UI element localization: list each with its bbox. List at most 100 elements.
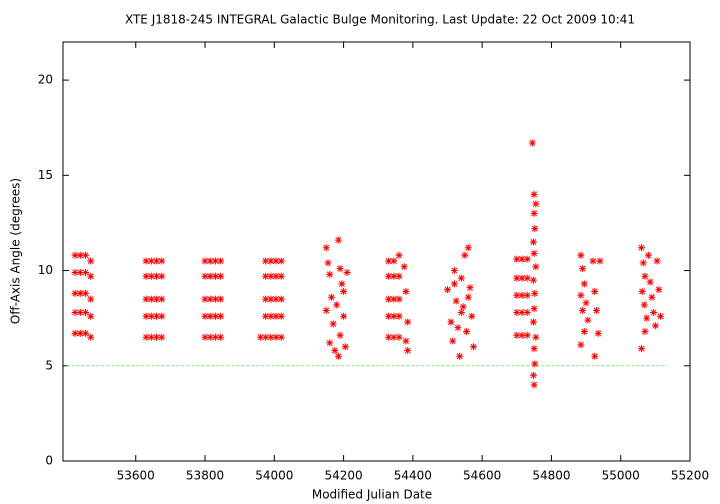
data-point	[530, 249, 538, 257]
data-point	[518, 308, 526, 316]
data-point	[580, 327, 588, 335]
data-point	[338, 280, 346, 288]
y-tick-label: 20	[38, 73, 53, 87]
data-point	[638, 244, 646, 252]
data-point	[456, 352, 464, 360]
data-point	[322, 244, 330, 252]
y-axis-label: Off-Axis Angle (degrees)	[9, 178, 23, 324]
data-point	[530, 209, 538, 217]
data-point	[334, 352, 342, 360]
data-point	[651, 322, 659, 330]
data-point	[463, 327, 471, 335]
data-point	[655, 286, 663, 294]
data-point	[591, 352, 599, 360]
data-point	[76, 329, 84, 337]
data-point	[272, 333, 280, 341]
data-point	[531, 360, 539, 368]
data-point	[277, 272, 285, 280]
data-point	[211, 333, 219, 341]
data-point	[518, 255, 526, 263]
data-point	[513, 274, 521, 282]
data-point	[206, 333, 214, 341]
data-point	[638, 345, 646, 353]
data-point	[532, 200, 540, 208]
data-point	[82, 308, 90, 316]
x-tick-label: 53800	[186, 469, 224, 483]
data-point	[530, 190, 538, 198]
data-point	[461, 251, 469, 259]
x-tick-label: 55200	[671, 469, 709, 483]
data-point	[529, 276, 537, 284]
data-point	[217, 312, 225, 320]
data-point	[385, 257, 393, 265]
data-point	[217, 333, 225, 341]
data-point	[153, 312, 161, 320]
data-point	[327, 293, 335, 301]
data-point	[340, 287, 348, 295]
data-point	[390, 272, 398, 280]
data-point	[444, 286, 452, 294]
x-tick-label: 54200	[324, 469, 362, 483]
data-point	[201, 272, 209, 280]
x-tick-label: 54800	[532, 469, 570, 483]
data-point	[532, 333, 540, 341]
data-point	[326, 339, 334, 347]
data-point	[71, 308, 79, 316]
data-point	[331, 347, 339, 355]
data-point	[158, 295, 166, 303]
data-point	[336, 265, 344, 273]
data-point	[450, 280, 458, 288]
data-point	[395, 333, 403, 341]
data-point	[579, 307, 587, 315]
data-point	[153, 333, 161, 341]
data-point	[262, 312, 270, 320]
data-point	[643, 314, 651, 322]
data-point	[158, 312, 166, 320]
data-point	[395, 251, 403, 259]
data-point	[469, 343, 477, 351]
y-tick-label: 5	[45, 358, 53, 372]
data-point	[147, 333, 155, 341]
data-point	[158, 272, 166, 280]
data-point	[71, 289, 79, 297]
data-point	[334, 236, 342, 244]
data-point	[329, 320, 337, 328]
chart-title: XTE J1818-245 INTEGRAL Galactic Bulge Mo…	[125, 13, 635, 27]
data-point	[277, 257, 285, 265]
data-point	[267, 333, 275, 341]
data-point	[158, 333, 166, 341]
data-point	[468, 312, 476, 320]
data-point	[577, 251, 585, 259]
data-point	[153, 295, 161, 303]
data-point	[457, 308, 465, 316]
data-point	[395, 295, 403, 303]
data-point	[641, 327, 649, 335]
data-point	[82, 329, 90, 337]
data-point	[87, 272, 95, 280]
data-point	[142, 257, 150, 265]
data-point	[385, 295, 393, 303]
data-point	[201, 257, 209, 265]
data-point	[206, 257, 214, 265]
data-point	[76, 308, 84, 316]
data-point	[518, 291, 526, 299]
data-point	[594, 329, 602, 337]
data-point	[211, 257, 219, 265]
data-point	[277, 295, 285, 303]
data-point	[641, 272, 649, 280]
data-point	[158, 257, 166, 265]
data-point	[82, 251, 90, 259]
data-point	[644, 251, 652, 259]
data-point	[256, 333, 264, 341]
data-point	[579, 265, 587, 273]
data-point	[518, 274, 526, 282]
data-point	[449, 337, 457, 345]
data-point	[262, 295, 270, 303]
data-point	[142, 312, 150, 320]
data-point	[513, 308, 521, 316]
data-point	[201, 333, 209, 341]
data-point	[147, 257, 155, 265]
data-point	[211, 272, 219, 280]
data-point	[530, 345, 538, 353]
